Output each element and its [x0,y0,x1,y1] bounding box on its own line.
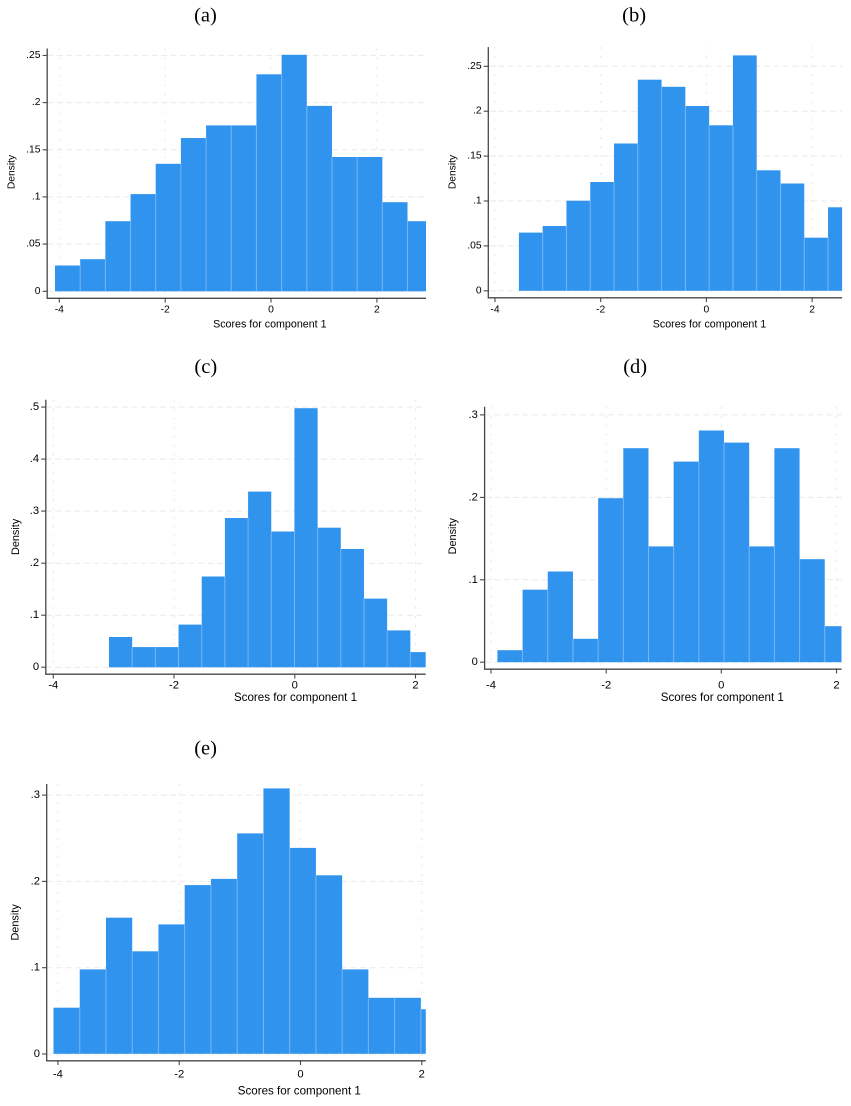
svg-text:0: 0 [704,304,710,315]
svg-text:2: 2 [419,1069,425,1081]
svg-text:Scores for component 1: Scores for component 1 [213,319,327,331]
svg-text:.1: .1 [31,962,40,974]
svg-text:Density: Density [10,518,22,555]
svg-text:.3: .3 [30,505,39,517]
svg-text:-4: -4 [486,680,496,692]
svg-text:-4: -4 [48,680,58,692]
svg-text:-2: -2 [174,1069,184,1081]
svg-text:-2: -2 [169,680,179,692]
svg-text:0: 0 [292,680,298,692]
svg-text:(d): (d) [623,356,647,378]
svg-text:.1: .1 [473,196,482,207]
svg-text:.1: .1 [30,609,39,621]
svg-text:0: 0 [297,1069,303,1081]
svg-text:Density: Density [10,904,22,941]
svg-text:-2: -2 [596,304,605,315]
svg-text:0: 0 [35,286,41,297]
svg-text:2: 2 [809,304,815,315]
svg-text:(a): (a) [194,5,217,27]
svg-text:0: 0 [33,661,39,673]
svg-text:Scores for component 1: Scores for component 1 [238,1084,361,1097]
svg-text:.25: .25 [467,61,482,72]
svg-text:.1: .1 [469,574,478,586]
svg-text:.2: .2 [469,491,478,503]
svg-text:.05: .05 [467,240,482,251]
svg-text:-2: -2 [161,304,170,315]
svg-text:-2: -2 [601,680,611,692]
svg-text:(c): (c) [194,356,217,378]
svg-text:.3: .3 [31,789,40,801]
svg-text:0: 0 [268,304,274,315]
svg-text:.2: .2 [32,97,41,108]
svg-text:(e): (e) [194,737,217,759]
svg-text:.25: .25 [26,50,41,61]
svg-text:0: 0 [476,285,482,296]
svg-text:2: 2 [412,680,418,692]
svg-text:.15: .15 [467,151,482,162]
svg-text:.3: .3 [469,409,478,421]
svg-text:(b): (b) [622,5,646,27]
svg-text:-4: -4 [53,1069,63,1081]
svg-text:.1: .1 [32,191,41,202]
svg-text:-4: -4 [490,304,499,315]
svg-text:Density: Density [6,154,17,189]
svg-text:Density: Density [447,517,459,554]
svg-text:.15: .15 [26,144,41,155]
svg-text:.4: .4 [30,453,39,465]
svg-text:Density: Density [448,154,459,189]
svg-text:.05: .05 [26,239,41,250]
svg-text:2: 2 [833,680,839,692]
svg-text:.5: .5 [30,401,39,413]
svg-text:.2: .2 [473,106,482,117]
svg-text:0: 0 [718,680,724,692]
svg-text:Scores for component 1: Scores for component 1 [661,691,784,704]
svg-text:2: 2 [374,304,380,315]
svg-text:.2: .2 [30,557,39,569]
svg-text:Scores for component 1: Scores for component 1 [653,319,767,331]
svg-text:-4: -4 [55,304,64,315]
svg-text:0: 0 [34,1048,40,1060]
svg-text:0: 0 [472,656,478,668]
svg-text:Scores for component 1: Scores for component 1 [234,691,357,704]
svg-text:.2: .2 [31,875,40,887]
